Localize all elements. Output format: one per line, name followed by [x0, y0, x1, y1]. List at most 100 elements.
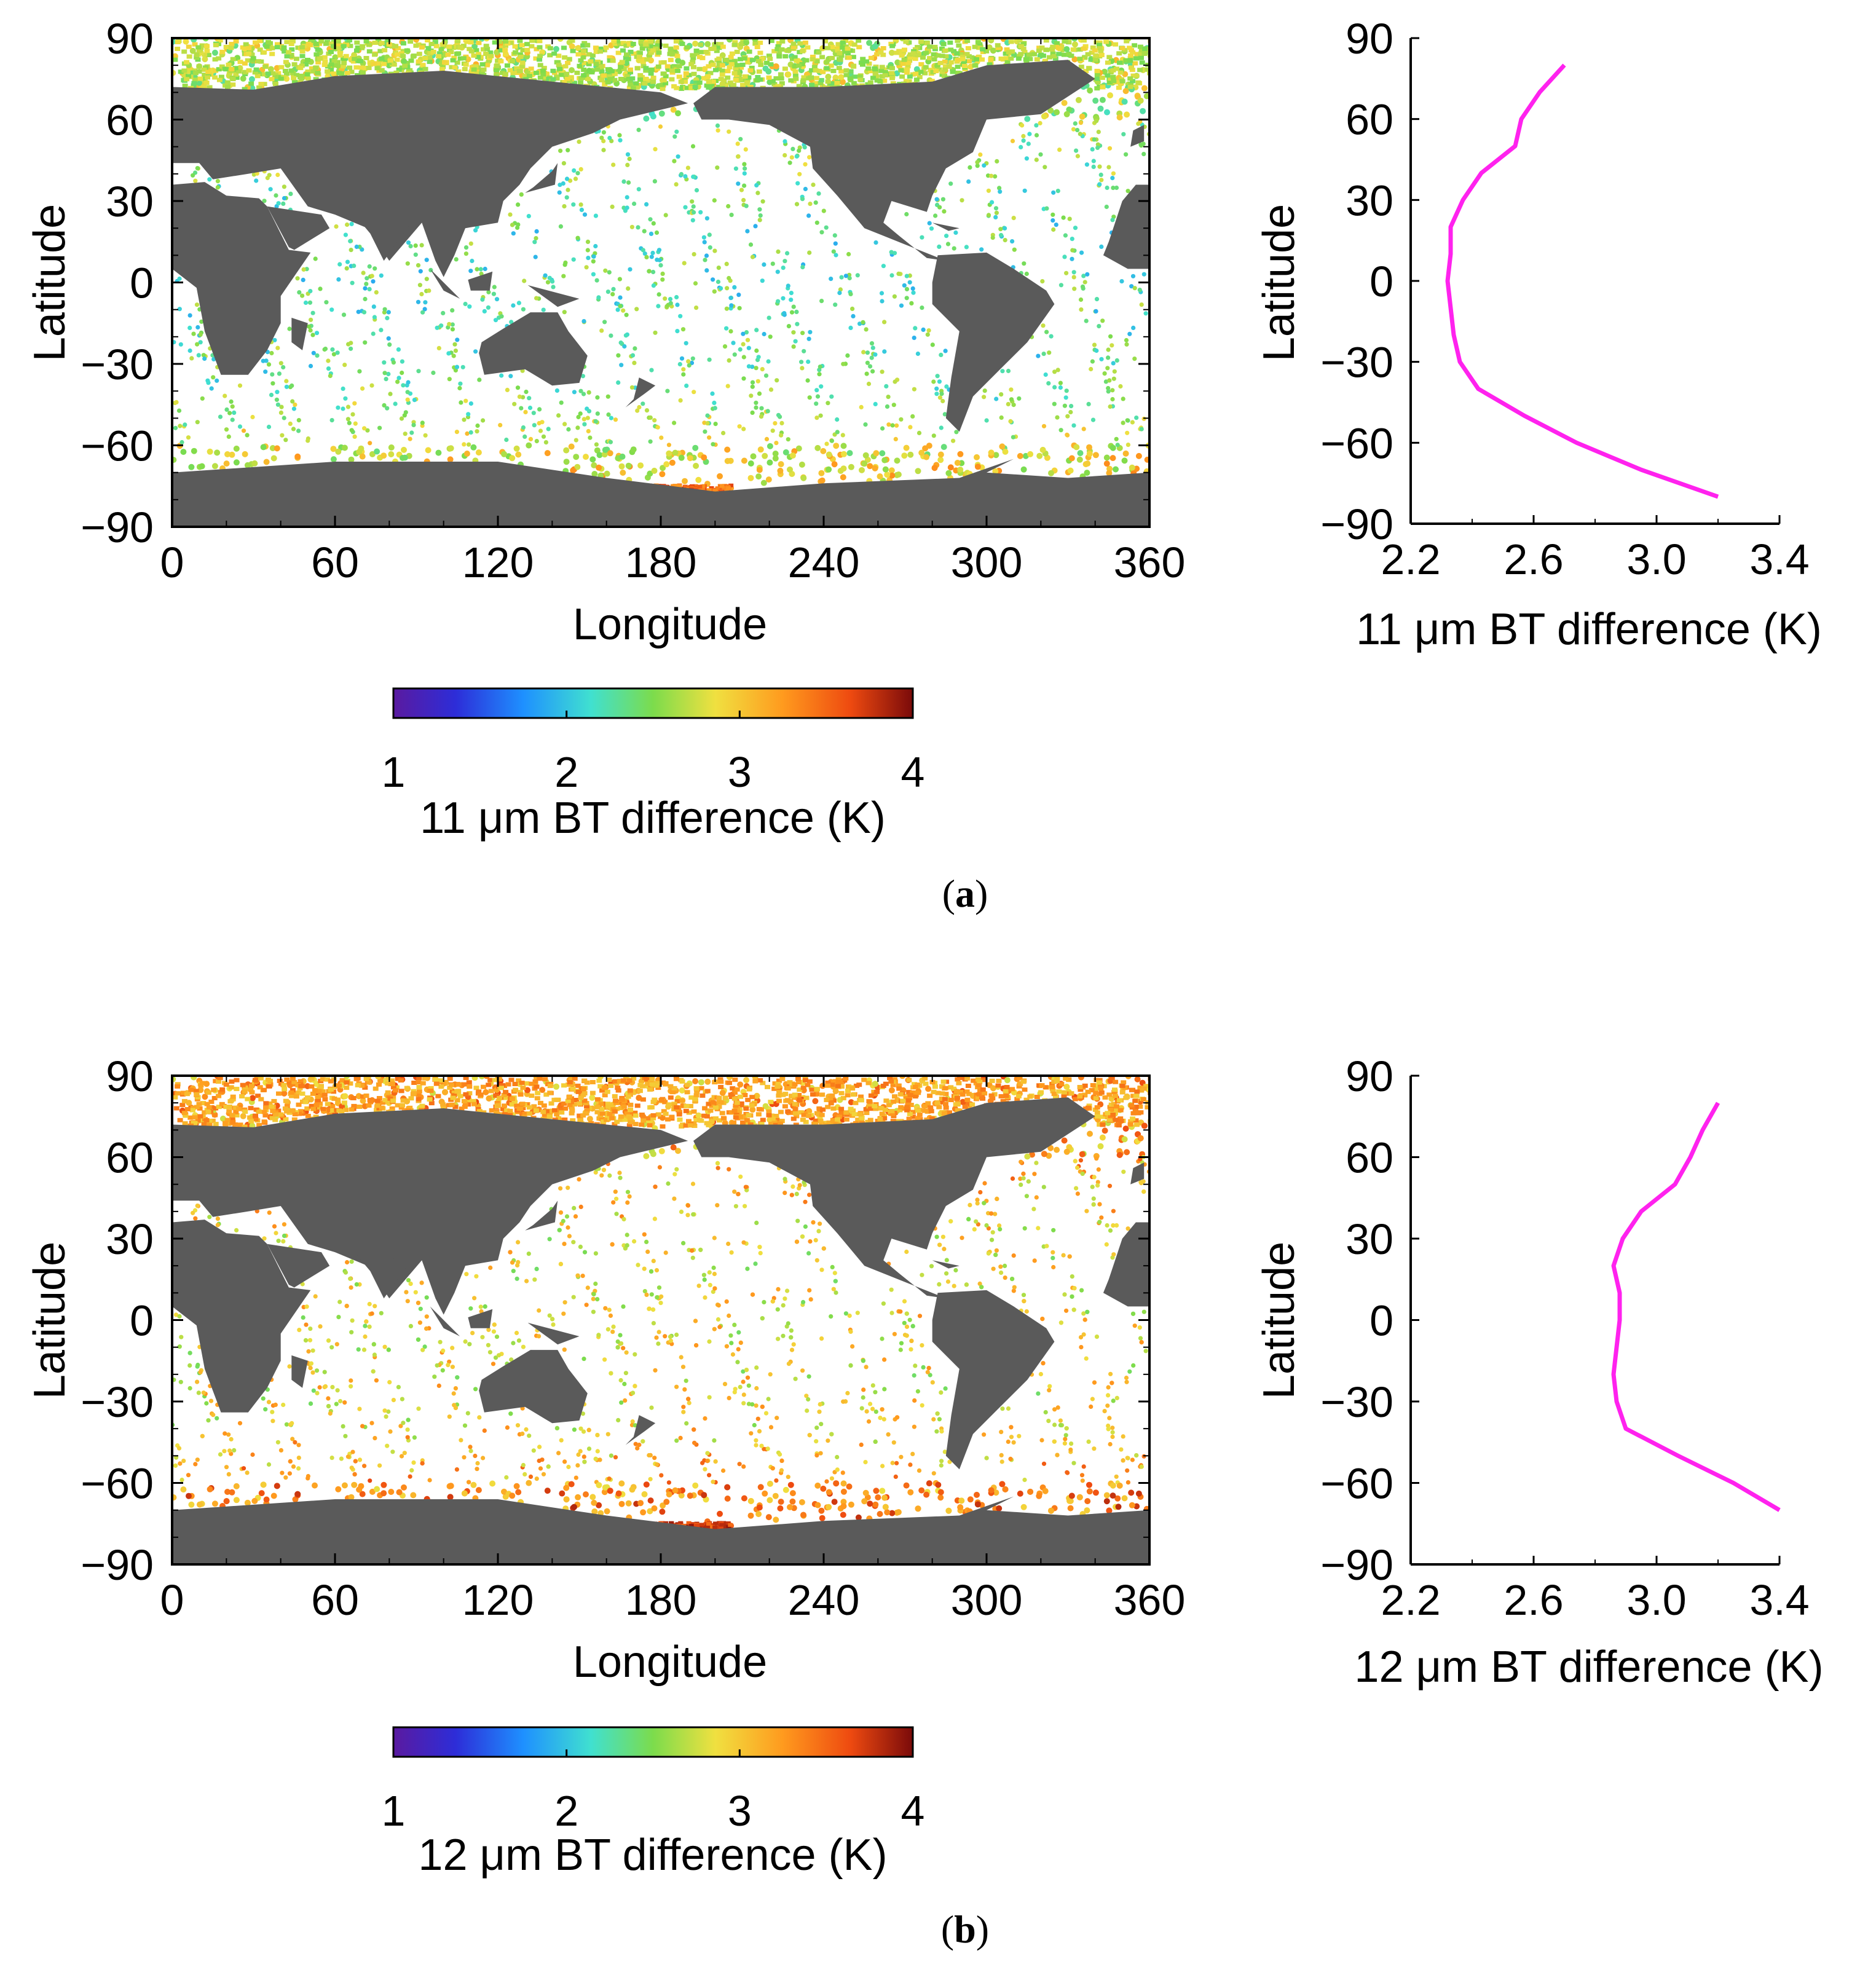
map-a-data-point: [707, 71, 714, 76]
map-a-data-point: [1012, 247, 1017, 252]
map-a-data-point: [693, 281, 698, 286]
map-a-data-point: [620, 470, 626, 476]
map-a-data-point: [951, 438, 956, 443]
map-a-data-point: [195, 342, 200, 347]
map-a-data-point: [779, 47, 785, 52]
map-a-data-point: [757, 391, 762, 396]
map-a-data-point: [510, 223, 515, 227]
map-a-data-point: [1077, 450, 1084, 457]
map-a-data-point: [599, 69, 605, 74]
map-a-data-point: [402, 413, 407, 418]
map-a-data-point: [682, 79, 688, 84]
map-a-data-point: [230, 77, 236, 82]
map-a-data-point: [253, 67, 259, 72]
map-a-data-point: [948, 47, 954, 52]
map-a-data-point: [1117, 60, 1122, 65]
map-a-data-point: [1086, 451, 1093, 457]
map-a-data-point: [467, 304, 472, 309]
map-a-land-mass: [525, 163, 558, 193]
map-a-data-point: [1104, 109, 1110, 116]
map-a-data-point: [222, 66, 228, 71]
map-a-data-point: [644, 39, 650, 44]
map-a-data-point: [647, 269, 652, 274]
map-a-data-point: [626, 42, 633, 47]
map-a-data-point: [318, 286, 323, 291]
map-a-data-point: [508, 374, 513, 379]
map-a-data-point: [343, 53, 349, 58]
map-a-data-point: [223, 460, 230, 467]
map-a-data-point: [281, 45, 287, 50]
map-a-data-point: [867, 463, 873, 470]
map-a-data-point: [578, 202, 583, 207]
map-a-data-point: [720, 82, 725, 87]
map-b-data-point: [410, 1492, 417, 1499]
map-a-data-point: [958, 52, 964, 57]
map-a-data-point: [825, 45, 830, 50]
map-a-data-point: [868, 69, 874, 74]
map-a-data-point: [739, 187, 744, 192]
map-a-data-point: [393, 401, 398, 406]
map-a-data-point: [747, 475, 754, 481]
map-a-data-point: [274, 445, 280, 452]
map-a-data-point: [648, 71, 654, 76]
map-b-data-point: [679, 1087, 685, 1094]
map-a-data-point: [1095, 145, 1100, 150]
map-a-data-point: [478, 55, 484, 60]
map-a-data-point: [745, 229, 750, 234]
map-a-data-point: [747, 68, 754, 73]
map-a-data-point: [1043, 372, 1048, 377]
map-a-data-point: [639, 46, 645, 51]
map-a-data-point: [267, 66, 274, 73]
map-a-data-point: [782, 139, 787, 144]
map-a-data-point: [229, 42, 235, 47]
map-a-data-point: [382, 403, 387, 408]
map-a-data-point: [862, 452, 869, 459]
map-a-data-point: [599, 328, 604, 333]
map-a-data-point: [211, 375, 216, 380]
map-a-data-point: [638, 39, 644, 44]
map-a-data-point: [789, 310, 795, 315]
map-a-data-point: [719, 72, 725, 77]
map-a-data-point: [1111, 171, 1116, 176]
map-b-data-point: [640, 1509, 647, 1516]
map-a-data-point: [420, 63, 426, 68]
map-a-data-point: [626, 180, 631, 185]
map-a-data-point: [778, 76, 784, 81]
map-a-data-point: [757, 218, 762, 223]
map-a-data-point: [918, 449, 925, 456]
map-a-data-point: [669, 68, 675, 73]
map-a-data-point: [289, 47, 295, 52]
map-a-data-point: [624, 312, 629, 317]
map-a-data-point: [342, 363, 347, 368]
map-a-data-point: [471, 67, 477, 72]
map-a-data-point: [704, 83, 710, 88]
map-a-data-point: [413, 43, 419, 48]
map-a-data-point: [1089, 50, 1095, 55]
map-a-data-point: [1040, 53, 1046, 58]
map-a-data-point: [792, 64, 798, 69]
map-a-data-point: [776, 41, 782, 45]
map-a-data-point: [307, 42, 313, 47]
map-a-data-point: [794, 309, 799, 314]
map-a-data-point: [931, 465, 938, 471]
map-a-data-point: [183, 422, 187, 427]
map-a-data-point: [481, 418, 486, 423]
map-b-data-point: [647, 1497, 654, 1504]
map-a-data-point: [691, 175, 696, 179]
map-a-data-point: [839, 79, 846, 85]
profile-a-ytick-label: 90: [1346, 15, 1393, 63]
map-a-data-point: [585, 248, 590, 253]
map-a-data-point: [1057, 148, 1062, 152]
map-a-data-point: [579, 207, 585, 212]
map-a-data-point: [295, 45, 301, 50]
map-a-data-point: [178, 69, 184, 74]
map-a-data-point: [267, 41, 273, 45]
map-a-data-point: [692, 85, 698, 90]
map-a-data-point: [720, 44, 726, 49]
map-a-data-point: [630, 42, 636, 46]
map-a-data-point: [244, 462, 251, 468]
map-a-data-point: [419, 243, 424, 248]
map-a-data-point: [881, 457, 888, 463]
map-a-data-point: [361, 310, 367, 315]
map-a-data-point: [388, 451, 395, 457]
